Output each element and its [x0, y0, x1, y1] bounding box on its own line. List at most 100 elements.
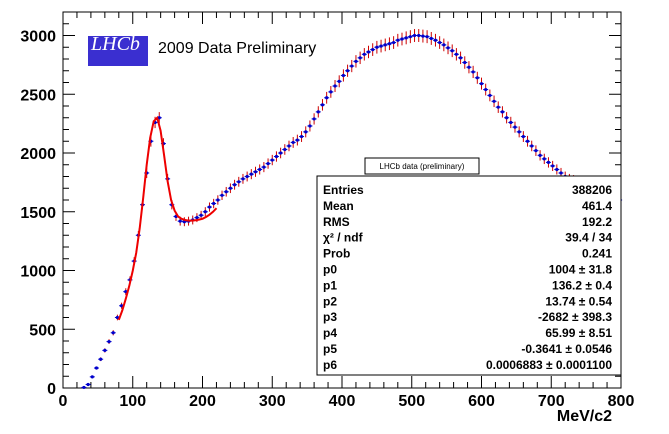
logo-background — [88, 36, 148, 66]
lhcb-logo: LHCb — [88, 33, 148, 66]
data-point — [283, 147, 287, 152]
data-point — [291, 140, 295, 145]
y-tick-labels: 0 500 1000 1500 2000 2500 3000 — [20, 29, 56, 399]
data-point — [270, 158, 274, 162]
data-point — [212, 201, 216, 206]
data-point — [178, 219, 182, 223]
data-point — [433, 38, 438, 42]
x-tick-label: 600 — [468, 393, 495, 410]
stats-label: Entries — [323, 183, 364, 197]
data-point — [237, 180, 241, 184]
data-point — [509, 120, 513, 125]
data-point — [341, 73, 345, 78]
data-point — [312, 117, 316, 121]
data-point — [287, 144, 291, 148]
x-tick-label: 800 — [608, 393, 635, 410]
data-point — [400, 37, 404, 41]
x-axis-title: MeV/c2 — [557, 408, 612, 425]
preliminary-annotation: 2009 Data Preliminary — [158, 40, 316, 57]
stats-value: -0.3641 ± 0.0546 — [521, 342, 612, 356]
data-point — [258, 167, 262, 172]
stats-value: 39.4 / 34 — [565, 231, 612, 245]
data-point — [379, 44, 383, 48]
data-point — [119, 304, 124, 308]
data-point — [530, 144, 534, 148]
stats-label: Prob — [323, 247, 350, 261]
data-point — [345, 69, 350, 73]
stats-rows: Entries 388206 Mean 461.4 RMS 192.2 χ² / ndf 39… — [323, 183, 612, 372]
x-tick-label: 700 — [538, 393, 565, 410]
data-point — [320, 103, 325, 107]
stats-value: 0.0006883 ± 0.0001100 — [486, 358, 612, 372]
data-point — [383, 43, 387, 47]
data-point — [546, 160, 551, 164]
data-point — [471, 70, 475, 74]
data-point — [492, 99, 496, 103]
data-point — [195, 216, 199, 220]
y-tick-label: 500 — [29, 322, 56, 339]
x-tick-label: 300 — [259, 393, 286, 410]
data-point — [103, 348, 107, 352]
data-point — [371, 48, 375, 52]
data-point — [107, 339, 111, 344]
data-point — [358, 56, 362, 60]
data-point — [496, 105, 500, 109]
data-point — [350, 64, 354, 68]
data-point — [333, 84, 337, 88]
stats-label: χ² / ndf — [323, 231, 364, 245]
stats-label: p0 — [323, 263, 337, 277]
stats-value: 388206 — [572, 183, 612, 197]
data-point — [429, 36, 433, 41]
data-point — [295, 138, 299, 142]
data-point — [82, 385, 86, 390]
data-point — [274, 154, 279, 159]
data-point — [337, 79, 341, 83]
data-point — [450, 49, 454, 53]
data-point — [387, 42, 392, 46]
data-point — [203, 210, 207, 214]
y-tick-label: 1000 — [20, 264, 56, 281]
data-point — [500, 110, 505, 114]
fit-curve — [117, 115, 218, 321]
data-point — [538, 153, 542, 157]
data-point — [392, 40, 396, 45]
data-point — [442, 43, 446, 47]
data-point — [216, 198, 220, 202]
data-point — [207, 205, 212, 209]
data-point — [228, 186, 232, 190]
data-point — [408, 35, 412, 39]
stats-label: Mean — [323, 199, 354, 213]
data-point — [199, 213, 203, 217]
stats-label: p3 — [323, 310, 337, 324]
data-point — [463, 60, 467, 65]
data-point — [279, 151, 283, 155]
data-point — [534, 149, 538, 153]
stats-title: LHCb data (preliminary) — [380, 162, 465, 171]
x-tick-label: 100 — [119, 393, 146, 410]
data-point — [458, 56, 463, 60]
data-point — [488, 93, 492, 98]
data-point — [525, 139, 530, 143]
data-point — [325, 96, 329, 100]
y-tick-label: 2000 — [20, 146, 56, 163]
stats-label: p5 — [323, 342, 337, 356]
data-point — [404, 36, 408, 40]
stats-value: 1004 ± 31.8 — [549, 263, 613, 277]
data-point — [354, 59, 358, 63]
data-point — [362, 52, 366, 56]
data-point — [266, 161, 270, 166]
data-point — [425, 35, 429, 39]
data-point — [245, 174, 249, 179]
data-point — [304, 130, 308, 134]
data-point — [375, 45, 379, 49]
stats-value: 136.2 ± 0.4 — [552, 278, 612, 292]
x-tick-label: 200 — [189, 393, 216, 410]
stats-box-frame — [316, 175, 622, 376]
data-point — [421, 34, 425, 38]
x-tick-labels: 0 100 200 300 400 500 600 700 800 — [59, 393, 635, 410]
stats-label: p6 — [323, 358, 337, 372]
y-tick-label: 1500 — [20, 205, 56, 222]
x-tick-label: 0 — [59, 393, 68, 410]
x-tick-label: 500 — [398, 393, 425, 410]
